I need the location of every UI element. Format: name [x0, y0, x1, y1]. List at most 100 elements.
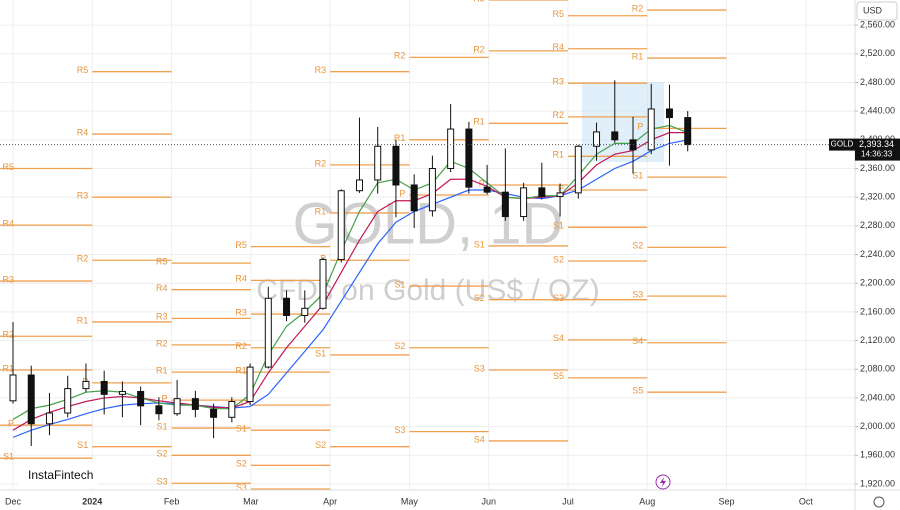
pivot-label: R1: [632, 51, 644, 61]
settings-icon[interactable]: [873, 496, 885, 508]
symbol-tag: [829, 138, 855, 151]
pivot-label: S4: [474, 434, 485, 444]
pivot-label: R5: [77, 65, 89, 75]
pivot-label: R1: [552, 150, 564, 160]
candle-body: [410, 184, 418, 212]
pivot-label: R2: [394, 51, 406, 61]
y-tick-label: 2,000.00: [860, 421, 895, 431]
pivot-label: R3: [235, 307, 247, 317]
price-tag-label: 2,393.34: [859, 139, 894, 149]
x-tick-label: Aug: [639, 496, 655, 506]
watermark-subtitle: CFDs on Gold (US$ / OZ): [256, 274, 599, 307]
pivot-label: S1: [553, 221, 564, 231]
candle-body: [556, 192, 564, 197]
pivot-label: P: [637, 122, 643, 132]
candle-body: [173, 398, 181, 415]
candle-body: [319, 259, 327, 309]
pivot-label: R2: [77, 254, 89, 264]
pivot-label: R1: [473, 117, 485, 127]
pivot-label: R3: [77, 191, 89, 201]
pivot-label: P: [558, 183, 564, 193]
y-tick-label: 2,560.00: [860, 19, 895, 29]
pivot-label: S3: [474, 363, 485, 373]
pivot-label: P: [479, 178, 485, 188]
candle-body: [374, 145, 382, 181]
candle-body: [647, 108, 655, 151]
y-tick-label: 2,200.00: [860, 278, 895, 288]
pivot-label: S2: [553, 254, 564, 264]
candle-body: [574, 145, 582, 194]
candle-body: [82, 380, 90, 390]
pivot-label: R1: [235, 365, 247, 375]
pivot-label: R5: [552, 9, 564, 19]
pivot-label: R1: [394, 133, 406, 143]
candle-body: [520, 187, 528, 218]
candle-body: [465, 128, 473, 188]
currency-button[interactable]: [856, 1, 898, 21]
candle-body: [428, 167, 436, 212]
y-tick-label: 2,160.00: [860, 306, 895, 316]
pivot-label: P: [162, 393, 168, 403]
y-tick-label: 2,320.00: [860, 192, 895, 202]
pivot-label: R4: [156, 283, 168, 293]
pivot-label: R4: [2, 219, 14, 229]
candle-body: [9, 374, 17, 402]
candle-body: [264, 297, 272, 368]
y-tick-label: 1,920.00: [860, 478, 895, 488]
pivot-label: R3: [315, 65, 327, 75]
candle-body: [447, 128, 455, 169]
x-tick-label: Dec: [5, 496, 22, 506]
pivot-label: S2: [474, 293, 485, 303]
x-tick-label: Mar: [243, 496, 259, 506]
price-tag: [855, 138, 900, 161]
y-tick-label: 1,960.00: [860, 450, 895, 460]
currency-label[interactable]: USD: [863, 5, 883, 15]
pivot-label: P: [8, 419, 14, 429]
y-tick-label: 2,080.00: [860, 364, 895, 374]
candle-body: [337, 190, 345, 261]
x-tick-label: Oct: [799, 496, 814, 506]
pivot-label: S2: [236, 459, 247, 469]
candle-body: [210, 408, 218, 418]
candle-body: [137, 390, 145, 407]
pivot-label: S1: [77, 440, 88, 450]
pivot-label: P: [399, 188, 405, 198]
pivot-label: R4: [552, 42, 564, 52]
y-tick-label: 2,280.00: [860, 220, 895, 230]
pivot-label: S2: [632, 241, 643, 251]
candle-body: [593, 131, 601, 147]
pivot-label: S1: [3, 452, 14, 462]
pivot-label: S4: [553, 333, 564, 343]
candle-body: [501, 191, 509, 218]
pivot-label: R2: [235, 341, 247, 351]
x-tick-label: Sep: [719, 496, 735, 506]
symbol-tag-label: GOLD: [831, 140, 854, 149]
candle-body: [483, 186, 491, 193]
pivot-label: R1: [315, 206, 327, 216]
pivot-label: R5: [235, 240, 247, 250]
candle-body: [665, 108, 673, 119]
y-tick-label: 2,520.00: [860, 48, 895, 58]
pivot-label: R1: [77, 315, 89, 325]
pivot-label: R4: [235, 274, 247, 284]
pivot-label: S3: [157, 477, 168, 487]
x-tick-label: Feb: [164, 496, 180, 506]
candle-body: [45, 412, 53, 425]
candle-body: [301, 307, 309, 316]
pivot-label: S3: [632, 289, 643, 299]
y-tick-label: 2,440.00: [860, 106, 895, 116]
x-tick-label: Apr: [323, 496, 337, 506]
y-tick-label: 2,480.00: [860, 77, 895, 87]
pivot-label: R2: [552, 110, 564, 120]
x-tick-label: Jun: [481, 496, 496, 506]
pivot-label: R2: [315, 158, 327, 168]
pivot-label: S1: [394, 279, 405, 289]
x-tick-label: May: [401, 496, 419, 506]
pivot-label: R2: [156, 338, 168, 348]
candle-body: [155, 405, 163, 415]
pivot-label: S2: [315, 440, 326, 450]
pivot-label: S5: [553, 371, 564, 381]
pivot-label: R2: [473, 44, 485, 54]
pivot-label: R1: [2, 363, 14, 373]
